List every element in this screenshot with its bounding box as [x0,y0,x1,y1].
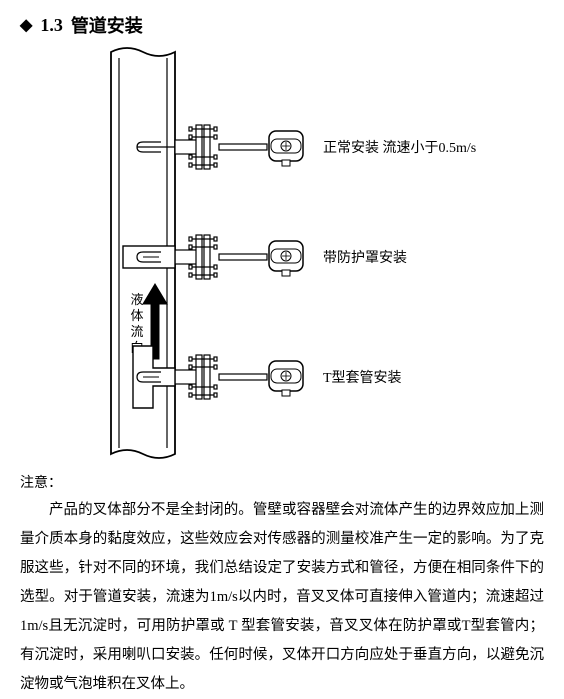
label-normal: 正常安装 流速小于0.5m/s [323,140,476,156]
bullet-diamond: ◆ [20,15,32,35]
diagram-container: 液 体 流 向 正常安装 流速小于0.5m/s [20,44,544,462]
note-label: 注意： [20,472,544,492]
label-shroud: 带防护罩安装 [323,250,407,266]
installation-diagram: 液 体 流 向 正常安装 流速小于0.5m/s [67,44,497,462]
flow-char-2: 体 [130,308,143,323]
device-normal: 正常安装 流速小于0.5m/s [137,125,476,169]
flow-char-3: 流 [130,324,143,339]
heading-number: 1.3 [40,15,63,36]
label-tsleeve: T型套管安装 [323,370,402,386]
section-heading: ◆ 1.3 管道安装 [20,12,544,38]
body-paragraph: 产品的叉体部分不是全封闭的。管壁或容器壁会对流体产生的边界效应加上测量介质本身的… [20,496,544,699]
heading-title: 管道安装 [71,12,143,38]
flow-char-1: 液 [130,292,143,307]
